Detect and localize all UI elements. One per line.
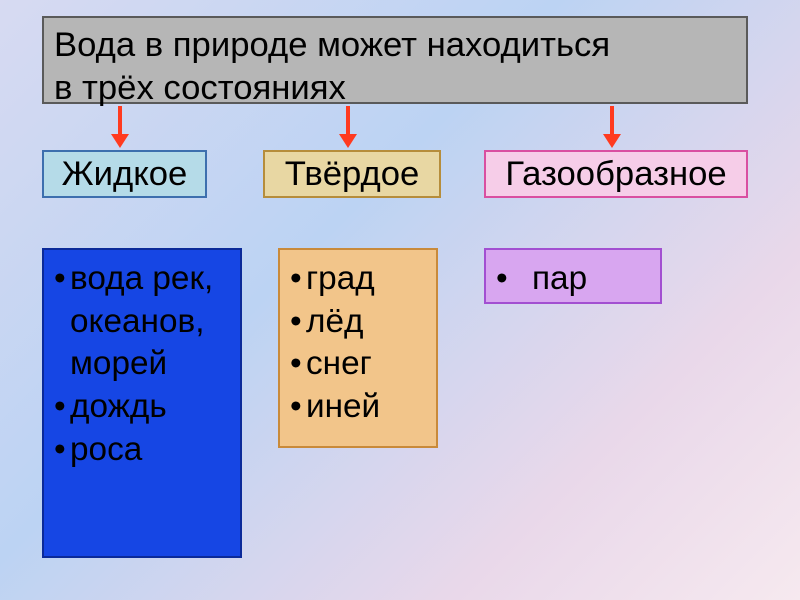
examples-solid: градлёдснегиней — [278, 248, 438, 448]
examples-list-solid: градлёдснегиней — [290, 258, 430, 429]
title-box: Вода в природе может находиться в трёх с… — [42, 16, 748, 104]
examples-gas: пар — [484, 248, 662, 304]
title-line-2: в трёх состояниях — [54, 67, 736, 110]
example-item: снег — [290, 343, 430, 386]
examples-list-gas: пар — [496, 258, 654, 301]
arrow-0 — [110, 106, 130, 148]
example-item: дождь — [54, 386, 234, 429]
arrow-1 — [338, 106, 358, 148]
example-item: пар — [496, 258, 654, 301]
example-item: вода рек, океанов, морей — [54, 258, 234, 386]
state-gas: Газообразное — [484, 150, 748, 198]
example-item: град — [290, 258, 430, 301]
examples-list-liquid: вода рек, океанов, морейдождьроса — [54, 258, 234, 471]
example-item: роса — [54, 429, 234, 472]
example-item: лёд — [290, 301, 430, 344]
state-liquid: Жидкое — [42, 150, 207, 198]
title-line-1: Вода в природе может находиться — [54, 24, 736, 67]
examples-liquid: вода рек, океанов, морейдождьроса — [42, 248, 242, 558]
example-item: иней — [290, 386, 430, 429]
arrow-2 — [602, 106, 622, 148]
state-solid: Твёрдое — [263, 150, 441, 198]
